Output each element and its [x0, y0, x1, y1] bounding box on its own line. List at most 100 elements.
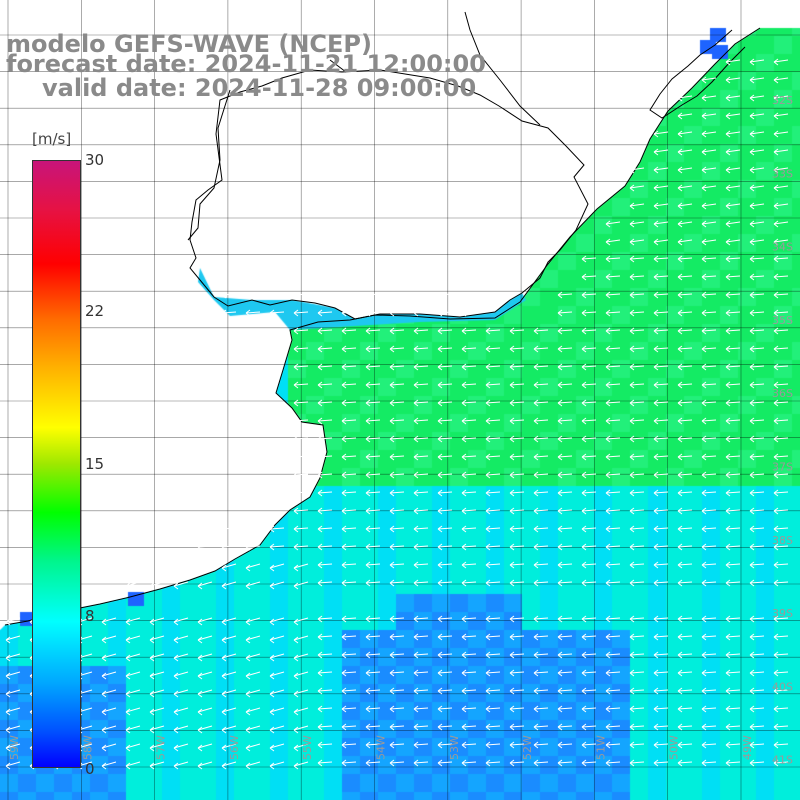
- wind-arrow: [605, 327, 621, 335]
- wind-arrow: [557, 399, 573, 407]
- wind-arrow: [293, 689, 309, 698]
- wind-arrow: [365, 489, 381, 497]
- wind-arrow: [413, 759, 429, 767]
- wind-arrow: [749, 112, 765, 120]
- wind-arrow: [413, 507, 429, 515]
- wind-arrow: [773, 255, 789, 263]
- wind-arrow: [677, 633, 693, 641]
- wind-arrow: [317, 759, 333, 767]
- wind-arrow: [365, 723, 381, 731]
- colorbar-tick-8: 8: [85, 607, 95, 625]
- wind-arrow: [509, 507, 525, 515]
- wind-arrow: [437, 417, 453, 425]
- wind-arrow: [677, 615, 693, 623]
- wind-arrow: [773, 345, 789, 353]
- wind-arrow: [677, 112, 693, 120]
- wind-arrow: [485, 453, 501, 461]
- wind-arrow: [125, 761, 141, 770]
- wind-arrow: [701, 561, 717, 569]
- wind-arrow: [125, 689, 141, 698]
- wind-arrow: [773, 112, 789, 120]
- wind-arrow: [557, 381, 573, 389]
- wind-arrow: [773, 148, 789, 156]
- wind-arrow: [317, 291, 333, 299]
- model-title: modelo GEFS-WAVE (NCEP): [6, 30, 372, 58]
- wind-arrow: [293, 743, 309, 752]
- wind-arrow: [485, 579, 501, 587]
- wind-arrow: [677, 130, 693, 138]
- wind-arrow: [269, 581, 285, 590]
- wind-arrow: [437, 471, 453, 479]
- wind-arrow: [677, 220, 693, 228]
- wind-arrow: [629, 489, 645, 497]
- wind-arrow: [149, 707, 165, 716]
- wind-arrow: [773, 202, 789, 210]
- wind-arrow: [653, 345, 669, 353]
- wind-arrow: [365, 543, 381, 551]
- wind-arrow: [629, 291, 645, 299]
- wind-arrow: [221, 543, 237, 551]
- wind-arrow: [389, 435, 405, 443]
- wind-arrow: [749, 76, 765, 84]
- wind-arrow: [461, 381, 477, 389]
- wind-arrow: [341, 291, 357, 299]
- wind-arrow: [653, 579, 669, 587]
- wind-arrow: [773, 399, 789, 407]
- wind-arrow: [677, 94, 693, 102]
- wind-arrow: [557, 363, 573, 371]
- wind-arrow: [173, 725, 189, 734]
- wind-arrow: [557, 741, 573, 749]
- wind-arrow: [413, 741, 429, 749]
- wind-arrow: [629, 184, 645, 192]
- wind-arrow: [557, 669, 573, 677]
- wind-arrow: [461, 489, 477, 497]
- wind-arrow: [269, 563, 285, 572]
- wind-arrow: [197, 563, 213, 572]
- wind-arrow: [173, 707, 189, 716]
- wind-arrow: [701, 184, 717, 192]
- wind-arrow: [533, 435, 549, 443]
- wind-arrow: [749, 202, 765, 210]
- wind-arrow: [581, 255, 597, 263]
- wind-arrow: [437, 435, 453, 443]
- wind-arrow: [245, 743, 261, 752]
- wind-arrow: [317, 345, 333, 353]
- wind-arrow: [629, 399, 645, 407]
- wind-arrow: [749, 471, 765, 479]
- wind-arrow: [605, 255, 621, 263]
- wind-arrow: [725, 363, 741, 371]
- wind-arrow: [245, 309, 261, 317]
- wind-arrow: [773, 705, 789, 713]
- wind-arrow: [389, 309, 405, 317]
- wind-arrow: [581, 381, 597, 389]
- wind-arrow: [197, 653, 213, 662]
- wind-arrow: [341, 327, 357, 335]
- wind-arrow: [413, 471, 429, 479]
- wind-arrow: [557, 561, 573, 569]
- wind-arrow: [773, 58, 789, 66]
- latitude-label: 39S: [772, 607, 793, 620]
- wind-arrow: [317, 327, 333, 335]
- wind-arrow: [677, 471, 693, 479]
- wind-arrow: [581, 273, 597, 281]
- wind-arrow: [389, 687, 405, 695]
- wind-arrow: [5, 689, 21, 698]
- wind-arrow: [773, 184, 789, 192]
- wind-arrow: [269, 525, 285, 533]
- wind-arrow: [365, 399, 381, 407]
- latitude-label: 38S: [772, 534, 793, 547]
- wind-arrow: [557, 435, 573, 443]
- wind-arrow: [677, 669, 693, 677]
- wind-arrow: [581, 651, 597, 659]
- wind-arrow: [365, 561, 381, 569]
- wind-arrow: [581, 723, 597, 731]
- wind-arrow: [485, 615, 501, 623]
- wind-arrow: [677, 184, 693, 192]
- wind-arrow: [461, 741, 477, 749]
- wind-arrow: [605, 669, 621, 677]
- wind-arrow: [221, 743, 237, 752]
- wind-arrow: [533, 669, 549, 677]
- wind-arrow: [461, 327, 477, 335]
